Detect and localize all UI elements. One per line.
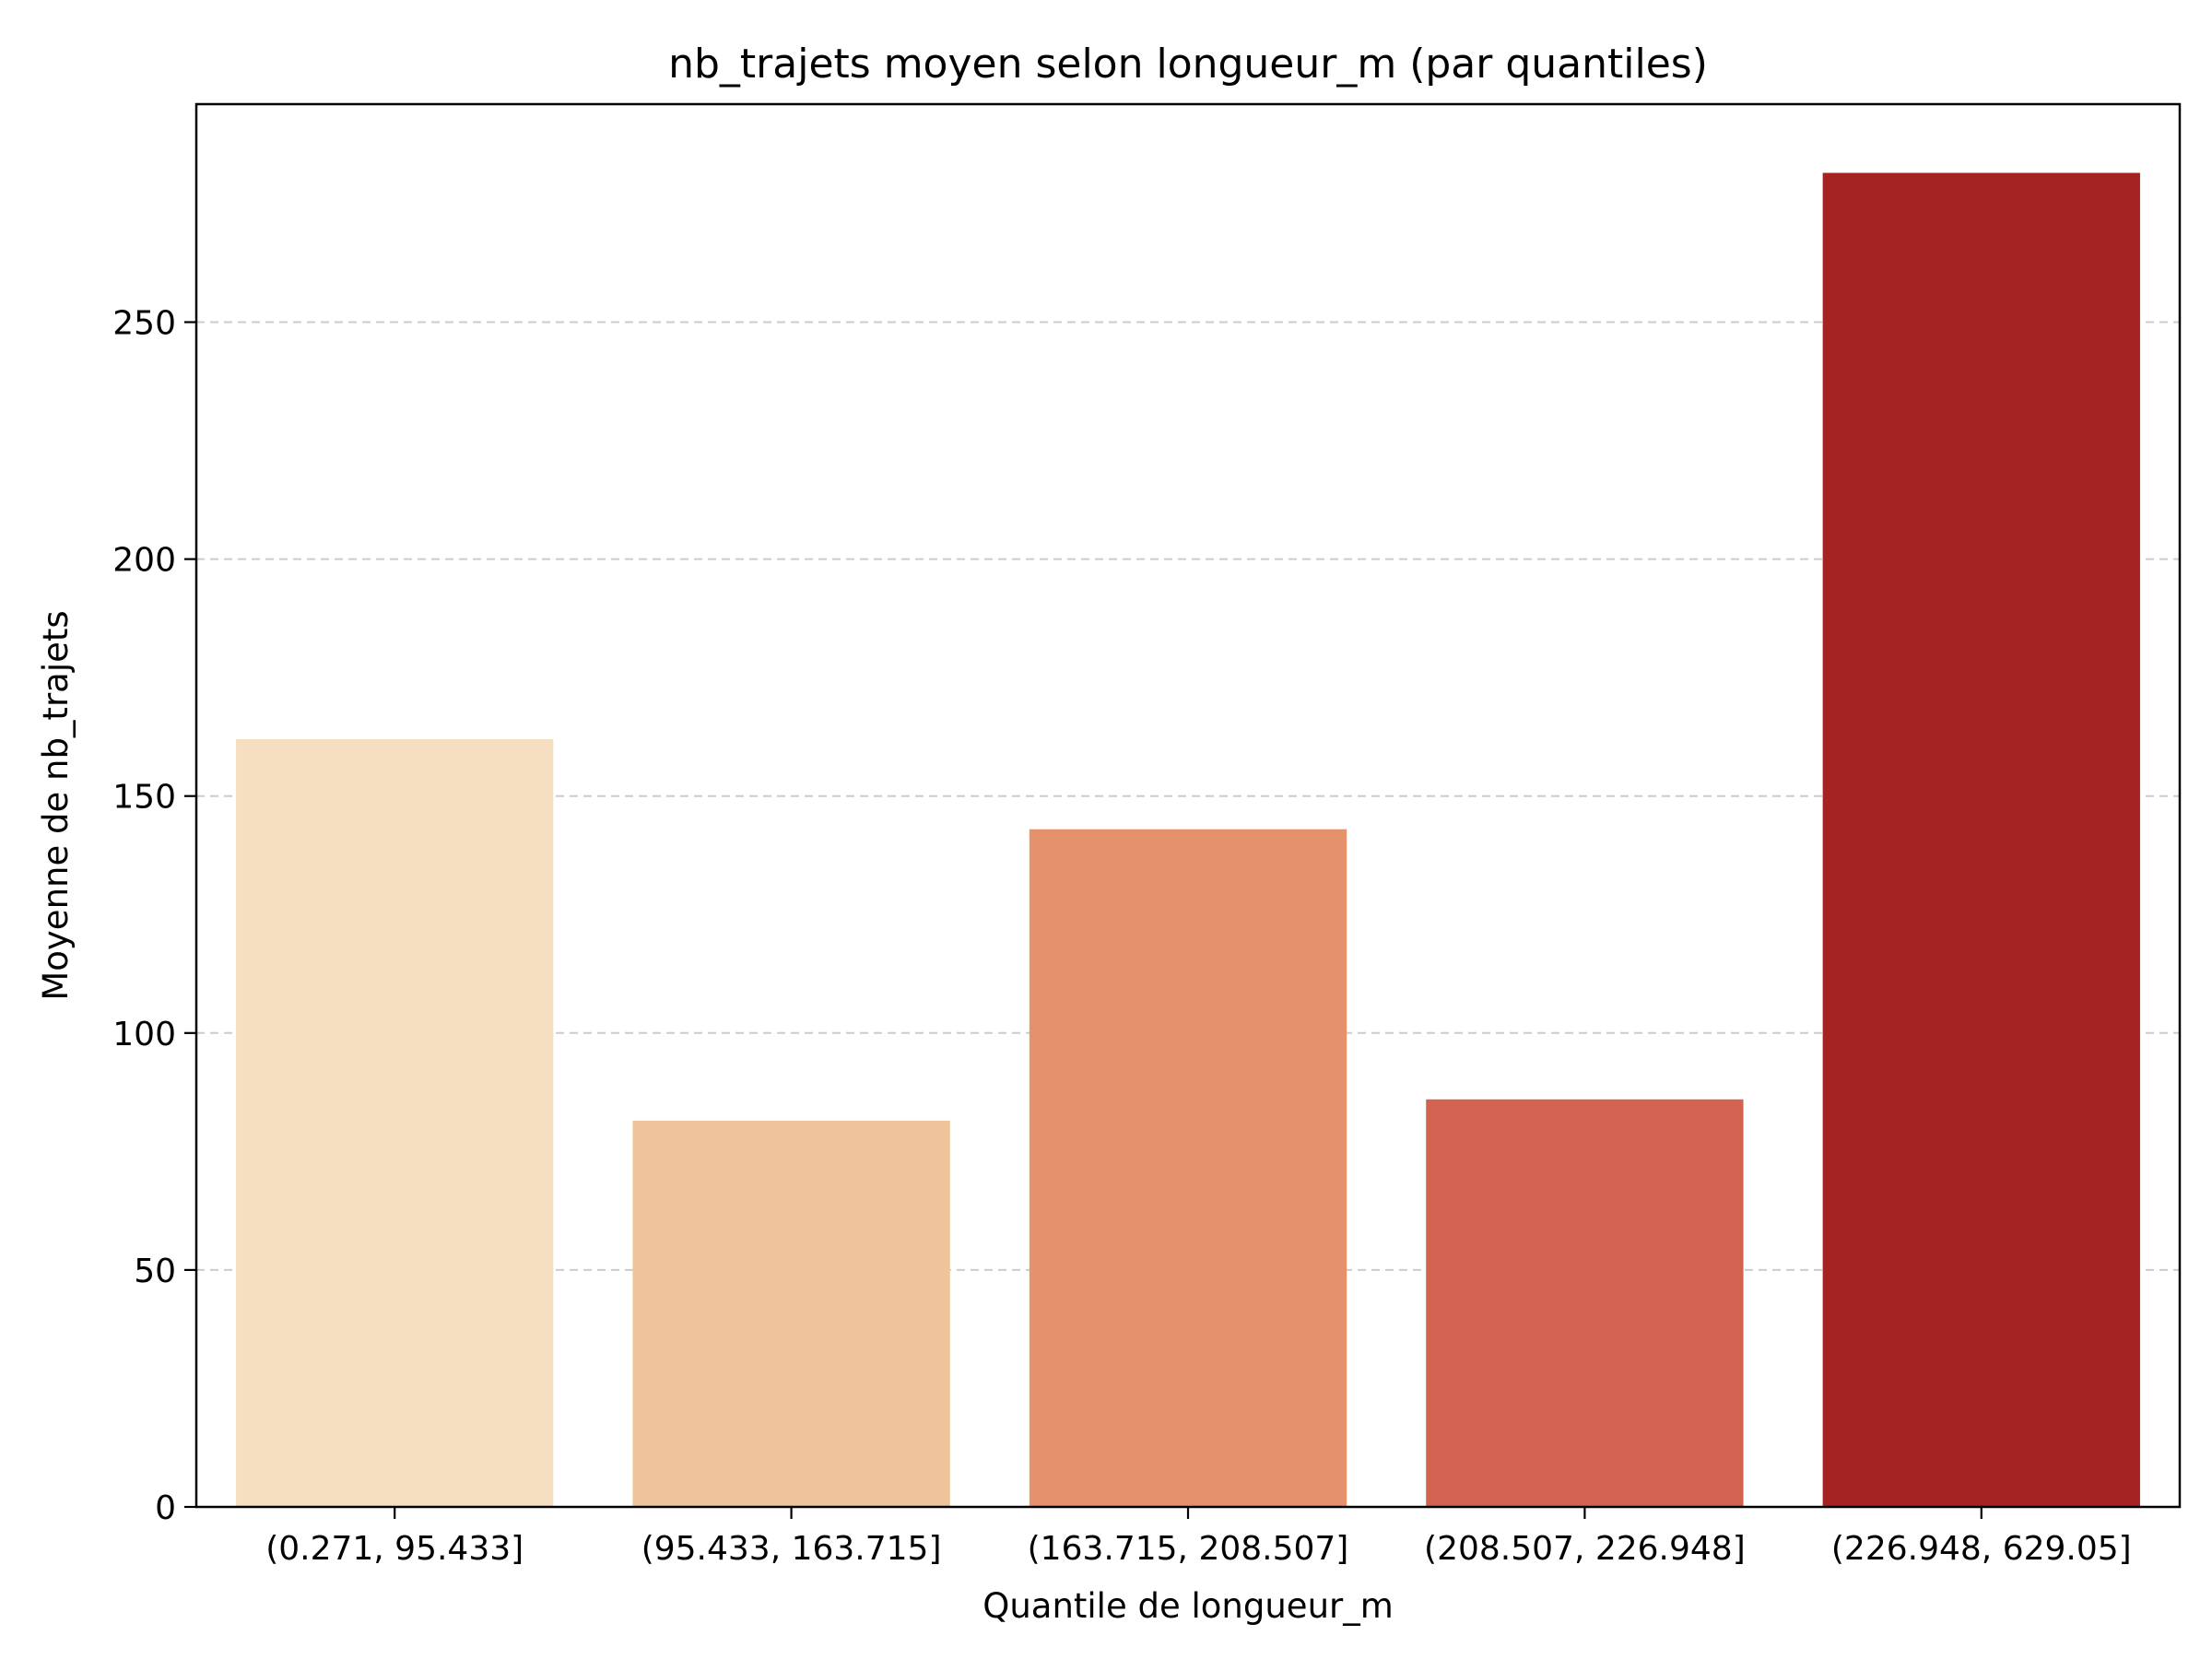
bar (1822, 172, 2140, 1508)
bar (1426, 1099, 1744, 1507)
bar (1029, 829, 1347, 1507)
x-tick-label: (95.433, 163.715] (641, 1530, 942, 1568)
plot-frame (194, 102, 2182, 1509)
chart-title: nb_trajets moyen selon longueur_m (par q… (668, 41, 1708, 88)
axes: 0 50 100 150 200 250 (0.271, 95.433] (95.433, 1… (112, 305, 2131, 1568)
x-tick-label: (226.948, 629.05] (1831, 1530, 2132, 1568)
bar (236, 739, 554, 1507)
y-tick-label: 150 (112, 779, 176, 817)
y-tick-label: 250 (112, 305, 176, 343)
y-tick-label: 200 (112, 542, 176, 580)
x-tick-label: (163.715, 208.507] (1028, 1530, 1349, 1568)
x-tick-label: (0.271, 95.433] (265, 1530, 524, 1568)
x-axis-label: Quantile de longueur_m (982, 1586, 1394, 1626)
bars (236, 172, 2140, 1508)
y-tick-label: 100 (112, 1016, 176, 1053)
x-tick-label: (208.507, 226.948] (1424, 1530, 1746, 1568)
y-axis-label: Moyenne de nb_trajets (36, 610, 76, 1000)
y-tick-label: 50 (134, 1253, 176, 1290)
bar (632, 1120, 950, 1507)
y-tick-label: 0 (155, 1489, 176, 1527)
